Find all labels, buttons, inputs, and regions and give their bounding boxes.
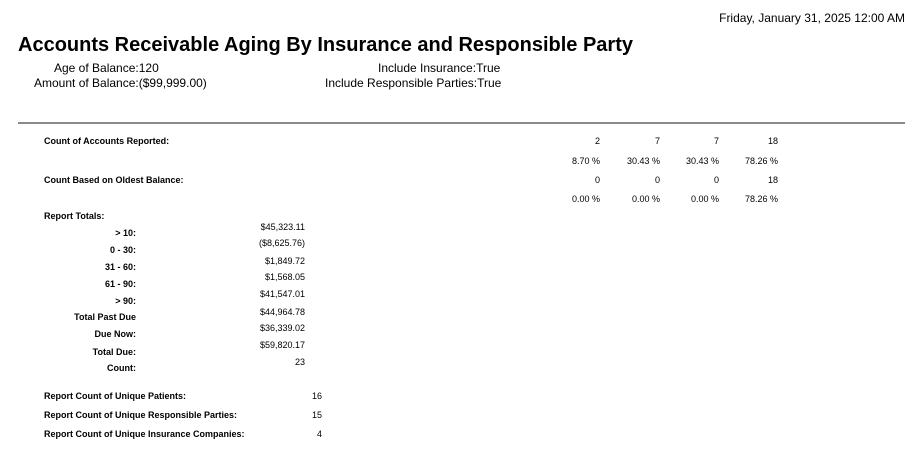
- totals-row-value: $41,547.01: [259, 289, 305, 299]
- count-oldest-percent: 0.00 %: [631, 194, 660, 204]
- param-value: 120: [138, 61, 159, 75]
- count-oldest-label: Count Based on Oldest Balance:: [44, 175, 184, 185]
- report-title: Accounts Receivable Aging By Insurance a…: [18, 34, 633, 56]
- totals-row-value: $1,568.05: [264, 272, 305, 282]
- totals-row-label: 31 - 60:: [104, 262, 136, 272]
- totals-row-label: > 10:: [115, 228, 136, 238]
- param-label: Age of Balance:: [54, 61, 139, 75]
- count-oldest-value: 0: [654, 175, 660, 185]
- count-reported-percent: 30.43 %: [626, 156, 660, 166]
- param-include-insurance: Include Insurance:True: [378, 61, 500, 75]
- count-oldest-value: 18: [767, 175, 778, 185]
- count-reported-percent: 8.70 %: [571, 156, 600, 166]
- totals-row-label: Count:: [107, 363, 136, 373]
- count-reported-value: 7: [713, 136, 719, 146]
- totals-row-label: 61 - 90:: [104, 279, 136, 289]
- param-label: Amount of Balance:: [34, 76, 139, 90]
- header-divider: [18, 122, 905, 124]
- totals-row-label: 0 - 30:: [109, 245, 136, 255]
- report-date: Friday, January 31, 2025 12:00 AM: [719, 11, 905, 25]
- param-value: True: [477, 76, 502, 90]
- totals-row-value: 23: [294, 357, 305, 367]
- count-reported-percent: 30.43 %: [685, 156, 719, 166]
- unique-responsible-parties-label: Report Count of Unique Responsible Parti…: [44, 410, 238, 420]
- unique-responsible-parties-value: 15: [311, 410, 322, 420]
- unique-patients-label: Report Count of Unique Patients:: [44, 391, 186, 401]
- totals-row-value: $44,964.78: [259, 307, 305, 317]
- totals-row-value: $59,820.17: [259, 340, 305, 350]
- totals-row-value: ($8,625.76): [258, 238, 305, 248]
- count-oldest-percent: 78.26 %: [744, 194, 778, 204]
- count-oldest-value: 0: [713, 175, 719, 185]
- param-include-responsible-parties: Include Responsible Parties:True: [325, 76, 501, 90]
- totals-row-value: $1,849.72: [264, 256, 305, 266]
- param-amount-of-balance: Amount of Balance:($99,999.00): [34, 76, 207, 90]
- count-reported-percent: 78.26 %: [744, 156, 778, 166]
- count-reported-label: Count of Accounts Reported:: [44, 136, 170, 146]
- count-oldest-percent: 0.00 %: [690, 194, 719, 204]
- totals-row-value: $36,339.02: [259, 323, 305, 333]
- totals-row-label: > 90:: [115, 296, 136, 306]
- count-reported-value: 7: [654, 136, 660, 146]
- param-label: Include Insurance:: [378, 61, 477, 75]
- report-totals-label: Report Totals:: [44, 211, 105, 221]
- unique-patients-value: 16: [311, 391, 322, 401]
- param-age-of-balance: Age of Balance:120: [54, 61, 159, 75]
- count-reported-value: 2: [594, 136, 600, 146]
- totals-row-label: Due Now:: [94, 329, 137, 339]
- unique-insurance-companies-value: 4: [316, 429, 322, 439]
- unique-insurance-companies-label: Report Count of Unique Insurance Compani…: [44, 429, 245, 439]
- count-oldest-value: 0: [594, 175, 600, 185]
- count-oldest-percent: 0.00 %: [571, 194, 600, 204]
- totals-row-value: $45,323.11: [260, 222, 305, 232]
- param-value: True: [476, 61, 501, 75]
- totals-row-label: Total Due:: [92, 347, 136, 357]
- param-label: Include Responsible Parties:: [325, 76, 478, 90]
- totals-row-label: Total Past Due: [74, 312, 136, 322]
- count-reported-value: 18: [767, 136, 778, 146]
- param-value: ($99,999.00): [138, 76, 207, 90]
